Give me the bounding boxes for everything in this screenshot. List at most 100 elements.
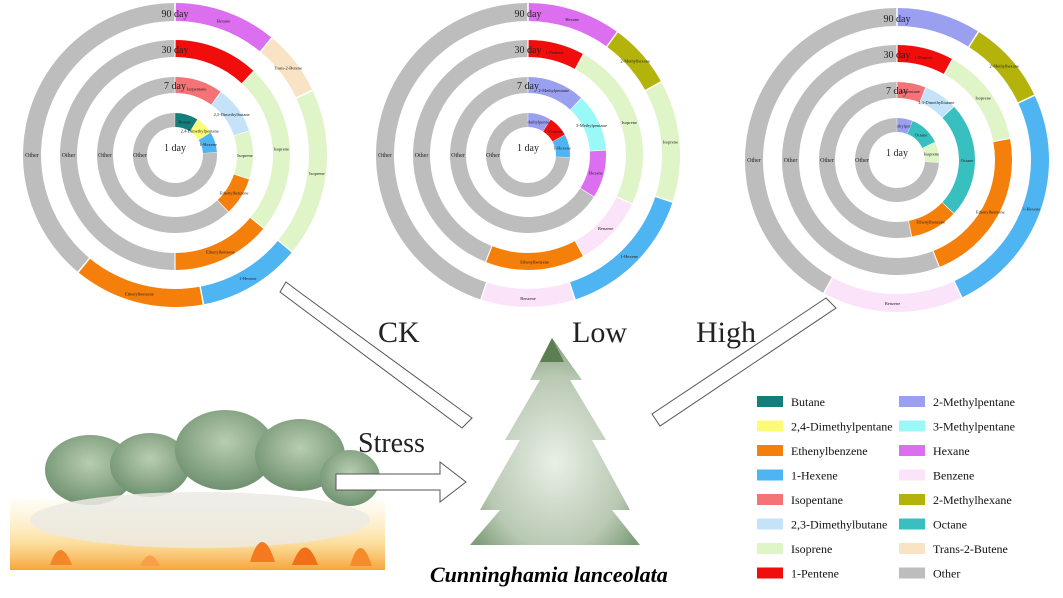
day-label-low-90-day: 90 day	[515, 9, 542, 20]
segment-low-90-day-hexane	[528, 3, 617, 47]
segment-ck-90-day-1-hexene	[200, 240, 292, 305]
segment-label-low-90-day-isoprene: Isoprene	[663, 140, 679, 145]
callout-connectors	[279, 281, 837, 429]
segment-label-low-30-day-other: Other	[415, 153, 429, 159]
segment-label-high-1-day-isoprene: Isoprene	[924, 151, 940, 156]
segment-label-high-7-day-isopentane: Isopentane	[900, 89, 920, 94]
segment-label-ck-7-day-ethenylbenzene: Ethenylbenzene	[220, 191, 249, 196]
segment-label-low-30-day-benzene: Benzene	[598, 226, 614, 231]
segment-high-30-day-1-pentene	[897, 45, 952, 74]
segment-low-30-day-isoprene	[575, 54, 643, 204]
legend-swatch-butane	[757, 396, 783, 407]
segment-label-low-7-day-other: Other	[451, 153, 465, 159]
chart-low: 2-Methylpentane 1-Pentene 1-Hexene Other 1 d…	[376, 3, 681, 307]
segment-high-90-day-1-hexene	[954, 96, 1049, 298]
segment-low-30-day-1-pentene	[528, 40, 583, 69]
segment-label-high-7-day-other: Other	[820, 158, 834, 164]
segment-label-high-30-day-isoprene: Isoprene	[975, 95, 991, 100]
segment-label-low-1-day-1-pentene: 1-Pentene	[545, 129, 563, 134]
segment-label-low-90-day-1-hexene: 1-Hexene	[620, 254, 638, 259]
segment-high-30-day-ethenylbenzene	[933, 139, 1012, 267]
segment-high-1-day-2-methylpentane	[897, 118, 913, 134]
segment-ck-1-day-other	[132, 113, 217, 197]
segment-label-high-90-day-other: Other	[747, 158, 761, 164]
segment-label-high-1-day-octane: Octane	[915, 132, 928, 137]
segment-label-ck-90-day-isoprene: Isoprene	[309, 171, 325, 176]
segment-label-ck-30-day-other: Other	[62, 153, 76, 159]
segment-ck-1-day-2-4-dimethylpentane	[190, 119, 211, 140]
day-label-ck-7-day: 7 day	[164, 81, 186, 92]
segment-label-low-1-day-2-methylpentane: 2-Methylpentane	[522, 119, 553, 124]
segment-label-high-30-day-1-pentene: 1-Pentene	[914, 55, 932, 60]
segment-ck-1-day-1-hexene	[198, 132, 217, 154]
day-label-ck-90-day: 90 day	[162, 9, 189, 20]
legend-label-ethenylbenzene: Ethenylbenzene	[791, 444, 868, 458]
segment-low-90-day-1-hexene	[570, 197, 673, 300]
segment-low-1-day-1-pentene	[543, 119, 565, 142]
segment-label-ck-90-day-other: Other	[25, 153, 39, 159]
segment-high-7-day-octane	[942, 106, 975, 214]
segment-label-low-90-day-benzene: Benzene	[520, 296, 536, 301]
day-label-low-7-day: 7 day	[517, 81, 539, 92]
segment-ck-90-day-ethenylbenzene	[78, 258, 203, 307]
tree-canopy-3	[175, 410, 275, 490]
segment-ck-30-day-other	[60, 40, 175, 270]
tree-canopy-1	[45, 435, 135, 505]
legend-swatch-2-4-dimethylpentane	[757, 420, 783, 432]
flame-4	[350, 548, 372, 566]
segment-low-7-day-3-methylpentane	[570, 98, 606, 151]
legend-swatch-isopentane	[757, 494, 783, 505]
legend-swatch-octane	[899, 518, 925, 530]
legend-swatch-2-methylpentane	[899, 396, 925, 407]
connector-high	[651, 297, 837, 427]
legend-label-2-4-dimethylpentane: 2,4-Dimethylpentane	[791, 420, 893, 434]
segment-label-high-7-day-2-3-dimethylbutane: 2,3-Dimethylbutane	[918, 100, 954, 106]
segment-low-90-day-isoprene	[645, 82, 681, 202]
segment-label-low-7-day-2-methylpentane: 2-Methylpentane	[538, 88, 569, 93]
day-label-low-1-day: 1 day	[517, 143, 539, 154]
legend-swatch-2-methylhexane	[899, 494, 925, 505]
species-label: Cunninghamia lanceolata	[430, 562, 668, 587]
segment-ck-1-day-butane	[175, 113, 198, 132]
segment-high-90-day-2-methylhexane	[969, 32, 1035, 103]
flame-2	[250, 542, 275, 562]
segment-label-low-90-day-2-methylhexane: 2-Methylhexane	[621, 58, 651, 63]
segment-label-ck-7-day-other: Other	[98, 153, 112, 159]
segment-label-ck-90-day-1-hexene: 1-Hexene	[239, 276, 257, 281]
legend-label-isoprene: Isoprene	[791, 542, 832, 556]
condition-labels: CK Low High	[378, 316, 756, 349]
segment-label-low-90-day-other: Other	[378, 153, 392, 159]
segment-label-low-30-day-1-pentene: 1-Pentene	[545, 50, 563, 55]
legend-label-1-hexene: 1-Hexene	[791, 469, 838, 483]
segment-ck-90-day-hexane	[175, 3, 272, 52]
legend-label-2-methylpentane: 2-Methylpentane	[933, 395, 1015, 409]
segment-label-ck-7-day-isoprene: Isoprene	[237, 153, 253, 158]
segment-label-ck-7-day-isopentane: Isopentane	[187, 86, 207, 91]
segment-label-ck-30-day-ethenylbenzene: Ethenylbenzene	[206, 249, 235, 254]
segment-low-7-day-2-methylpentane	[528, 77, 582, 110]
segment-label-low-90-day-hexane: Hexane	[565, 17, 579, 22]
segment-label-low-1-day-other: Other	[486, 153, 500, 159]
flame-3	[292, 547, 318, 565]
segment-low-90-day-2-methylhexane	[607, 32, 661, 90]
legend: Butane 2,4-Dimethylpentane Ethenylbenzene 1…	[757, 395, 1015, 581]
legend-swatch-hexane	[899, 445, 925, 456]
day-label-ck-30-day: 30 day	[162, 45, 189, 56]
segment-ck-30-day-ethenylbenzene	[175, 217, 264, 270]
day-label-ck-1-day: 1 day	[164, 143, 186, 154]
day-label-high-90-day: 90 day	[884, 14, 911, 25]
segment-label-high-1-day-2-methylpentane: 2-Methylpentane	[888, 124, 919, 129]
cunninghamia-tree-illustration: Cunninghamia lanceolata	[430, 338, 668, 587]
segment-high-7-day-isopentane	[897, 82, 926, 103]
segment-label-high-7-day-ethenylbenzene: Ethenylbenzene	[916, 219, 945, 224]
segment-low-7-day-hexane	[580, 150, 606, 197]
segment-low-30-day-benzene	[575, 197, 632, 256]
segment-label-ck-90-day-trans-2-butene: Trans-2-Butene	[274, 65, 302, 70]
tree-canopy-2	[110, 433, 190, 497]
segment-ck-7-day-isoprene	[234, 131, 253, 179]
segment-low-1-day-other	[486, 113, 570, 197]
segment-ck-7-day-isopentane	[175, 77, 221, 105]
segment-label-low-7-day-hexane: Hexane	[589, 170, 603, 175]
segment-label-ck-90-day-ethenylbenzene: Ethenylbenzene	[125, 292, 154, 297]
